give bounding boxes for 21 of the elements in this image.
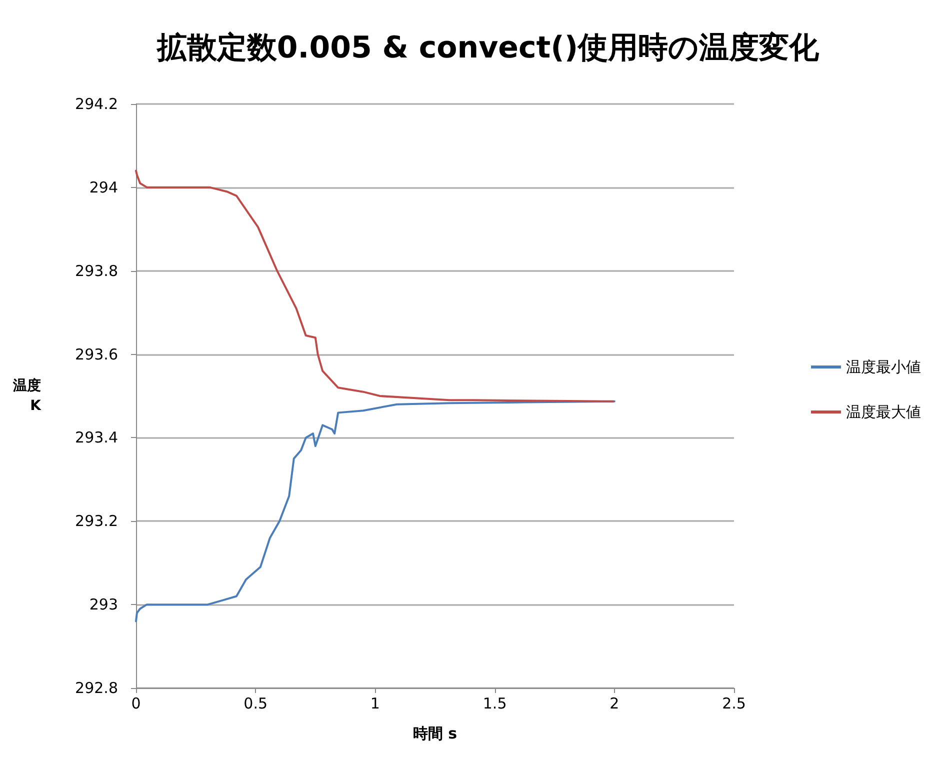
y-tick-label: 293.2 [75, 512, 118, 530]
x-tick-label: 2 [610, 694, 620, 712]
chart-title: 拡散定数0.005 & convect()使用時の温度変化 [156, 30, 820, 66]
legend-label: 温度最小値 [846, 358, 921, 376]
y-tick-label: 293 [89, 596, 118, 614]
y-tick-label: 293.4 [75, 428, 118, 447]
y-tick-label: 294.2 [75, 95, 118, 113]
x-tick-label: 0 [131, 694, 141, 712]
y-tick-label: 294 [89, 178, 118, 196]
y-tick-label: 292.8 [75, 679, 118, 697]
y-tick-label: 293.8 [75, 262, 118, 280]
y-tick-label: 293.6 [75, 345, 118, 364]
x-axis-title: 時間 s [412, 724, 458, 742]
x-tick-label: 0.5 [244, 694, 268, 712]
x-tick-label: 2.5 [722, 694, 746, 712]
y-axis-title: 温度 K [12, 377, 42, 414]
x-tick-label: 1.5 [482, 694, 507, 712]
line-series [135, 400, 616, 622]
x-tick-label: 1 [370, 694, 380, 712]
line-series [135, 170, 614, 402]
legend-label: 温度最大値 [846, 403, 921, 421]
